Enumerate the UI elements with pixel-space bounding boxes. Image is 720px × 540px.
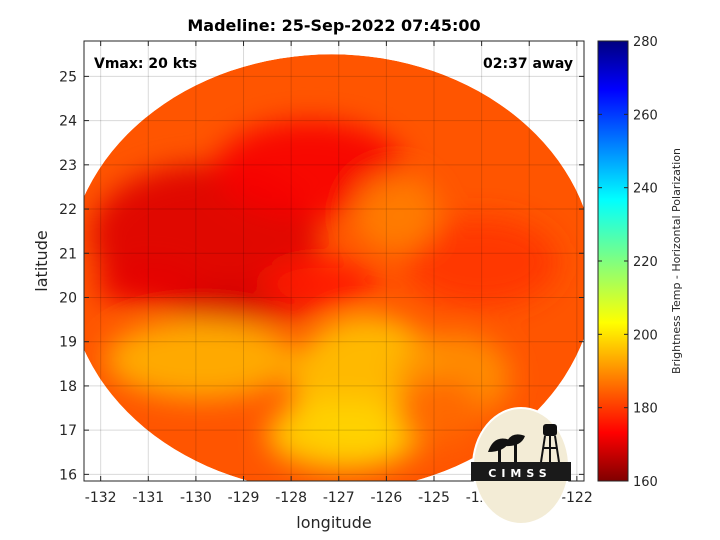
y-axis-label: latitude <box>32 230 51 291</box>
chart-title: Madeline: 25-Sep-2022 07:45:00 <box>187 16 480 35</box>
cimss-logo: CIMSS <box>471 407 571 525</box>
y-tick-label: 19 <box>59 335 77 351</box>
colorbar-tick-label: 220 <box>633 255 658 270</box>
x-tick-label: -132 <box>85 490 117 506</box>
x-tick-label: -125 <box>418 490 450 506</box>
colorbar-label: Brightness Temp - Horizontal Polarizatio… <box>670 148 683 374</box>
colorbar-tick-label: 260 <box>633 108 658 123</box>
logo-text: CIMSS <box>488 467 551 480</box>
swath-feature <box>395 377 482 448</box>
colorbar-tick-label: 280 <box>633 35 658 50</box>
y-tick-label: 17 <box>59 423 77 439</box>
y-tick-label: 18 <box>59 379 77 395</box>
colorbar-tick-label: 180 <box>633 402 658 417</box>
time-away-annotation: 02:37 away <box>483 56 573 72</box>
y-tick-label: 20 <box>59 290 77 306</box>
y-tick-label: 21 <box>59 246 77 262</box>
x-tick-label: -128 <box>275 490 307 506</box>
y-tick-label: 16 <box>59 467 77 483</box>
x-tick-label: -130 <box>180 490 212 506</box>
swath-feature <box>262 257 377 311</box>
colorbar-tick-label: 200 <box>633 328 658 343</box>
swath-features <box>91 120 558 470</box>
swath-feature <box>353 173 439 254</box>
grid-lines <box>84 41 584 481</box>
swath-feature <box>267 399 420 470</box>
colorbar <box>597 40 629 482</box>
y-tick-label: 23 <box>59 158 77 174</box>
colorbar-tick-label: 160 <box>633 475 658 490</box>
axes-box <box>83 40 585 482</box>
swath-image <box>84 54 584 481</box>
swath-feature <box>214 120 406 218</box>
x-tick-label: -129 <box>228 490 260 506</box>
swath-feature <box>95 262 201 307</box>
swath-feature <box>405 217 558 307</box>
x-tick-label: -122 <box>561 490 593 506</box>
y-tick-label: 22 <box>59 202 77 218</box>
vmax-annotation: Vmax: 20 kts <box>94 56 197 72</box>
y-tick-label: 24 <box>59 114 77 130</box>
x-axis-label: longitude <box>296 513 371 532</box>
swath-feature <box>105 319 296 400</box>
colorbar-ticks: 160 180 200 220 240 260 280 <box>598 35 658 490</box>
colorbar-tick-label: 240 <box>633 182 658 197</box>
x-tick-label: -131 <box>132 490 164 506</box>
x-tick-label: -127 <box>323 490 355 506</box>
y-tick-label: 25 <box>59 69 77 85</box>
x-tick-label: -126 <box>370 490 402 506</box>
